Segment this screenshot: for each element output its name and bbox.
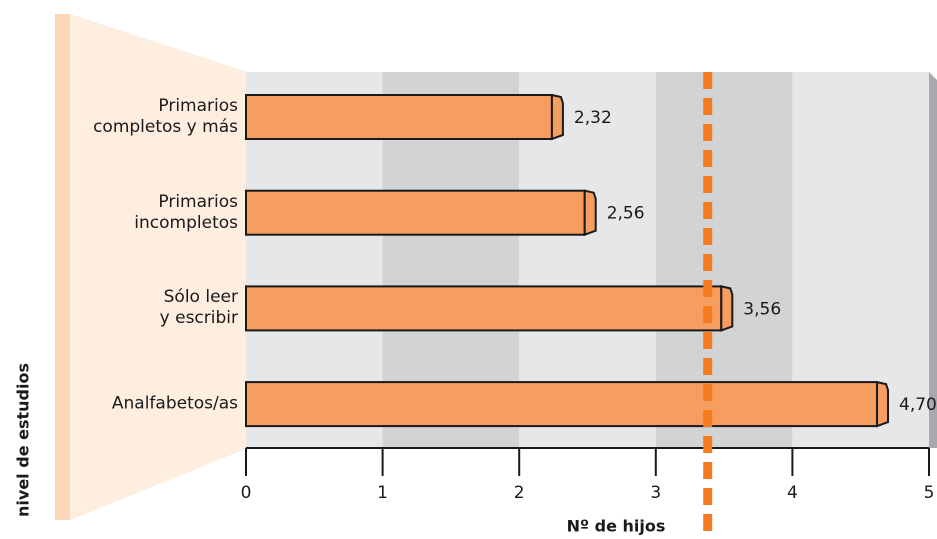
value-label: 3,56 — [743, 299, 781, 319]
shadow — [929, 72, 937, 448]
bar-cap — [876, 380, 890, 428]
bar — [245, 381, 879, 428]
x-tick-label: 2 — [514, 483, 525, 503]
x-axis-label: Nº de hijos — [567, 517, 666, 536]
decoration — [70, 14, 248, 520]
y-tick-label: Sólo leer y escribir — [159, 287, 238, 329]
left-band — [55, 14, 70, 520]
value-label: 4,70 — [899, 395, 937, 415]
x-tick-label: 1 — [377, 483, 388, 503]
value-label: 2,32 — [574, 108, 612, 128]
y-tick-label: Analfabetos/as — [111, 393, 238, 414]
bar-cap — [720, 285, 734, 332]
value-label: 2,56 — [607, 204, 645, 224]
y-axis-label: nivel de estudios — [14, 363, 33, 517]
bar — [245, 94, 553, 140]
bar — [245, 285, 723, 332]
bar-cap — [583, 189, 597, 237]
y-tick-label: Primarios completos y más — [93, 96, 238, 137]
bar — [245, 189, 586, 236]
y-tick-label: Primarios incompletos — [134, 191, 238, 233]
x-tick-label: 5 — [924, 483, 935, 503]
x-tick-label: 3 — [650, 483, 661, 503]
x-tick-label: 4 — [787, 483, 798, 503]
bar-cap — [550, 93, 564, 141]
x-tick-label: 0 — [241, 483, 252, 503]
